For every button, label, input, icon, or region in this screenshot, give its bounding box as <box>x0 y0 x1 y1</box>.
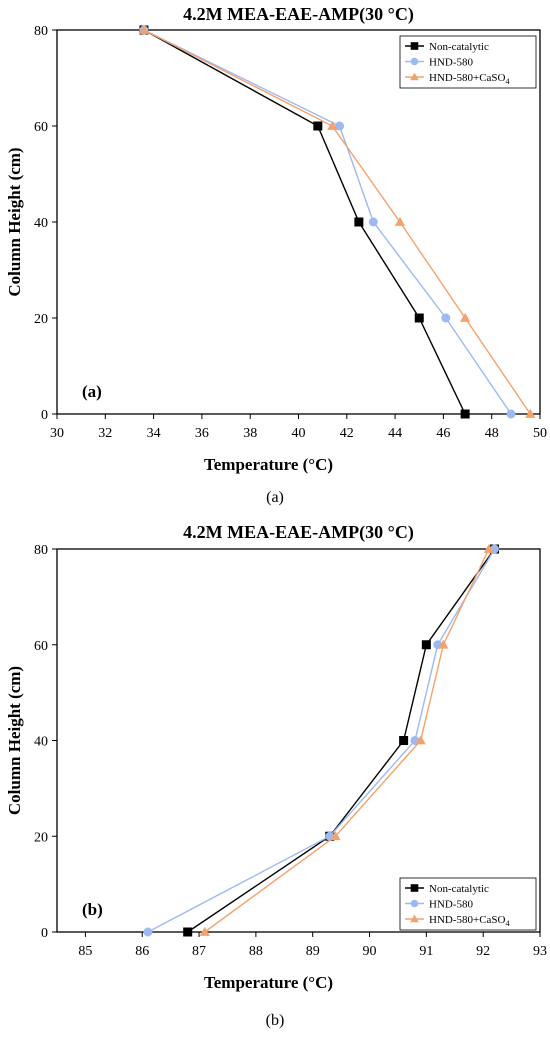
x-tick-label: 85 <box>78 944 92 959</box>
legend-label: HND-580 <box>429 899 473 911</box>
chart-title: 4.2M MEA-EAE-AMP(30 °C) <box>183 522 414 543</box>
x-tick-label: 46 <box>436 426 450 441</box>
x-tick-label: 38 <box>243 426 257 441</box>
x-tick-label: 44 <box>388 426 402 441</box>
x-tick-label: 91 <box>419 944 433 959</box>
x-tick-label: 50 <box>533 426 547 441</box>
legend-marker <box>411 884 419 892</box>
panel-label: (b) <box>82 900 103 919</box>
data-point <box>369 218 378 227</box>
figure-caption: (b) <box>266 1012 285 1029</box>
x-tick-label: 88 <box>249 944 263 959</box>
y-axis-label: Column Height (cm) <box>5 666 24 815</box>
chart-panel-b: 4.2M MEA-EAE-AMP(30 °C) 85 86 87 88 89 90 91 92 9… <box>5 522 547 992</box>
x-tick-label: 90 <box>363 944 377 959</box>
y-tick-label: 80 <box>34 24 48 39</box>
x-tick-label: 40 <box>292 426 306 441</box>
legend-marker <box>411 58 419 66</box>
panel-label: (a) <box>82 382 102 401</box>
data-point <box>461 410 470 419</box>
chart-panel-a: 4.2M MEA-EAE-AMP(30 °C) 30 32 34 36 38 40 42 44 4… <box>5 4 547 474</box>
legend-marker <box>411 42 419 50</box>
legend-label: Non-catalytic <box>429 883 489 895</box>
x-tick-label: 30 <box>50 426 64 441</box>
y-tick-label: 40 <box>34 735 48 750</box>
y-tick-label: 60 <box>34 120 48 135</box>
legend: Non-catalytic HND-580 HND-580+CaSO4 <box>400 878 536 930</box>
plot-frame <box>57 549 540 932</box>
data-point <box>183 928 192 937</box>
y-tick-label: 20 <box>34 312 48 327</box>
legend-label: HND-580+CaSO4 <box>429 914 509 928</box>
y-tick-label: 0 <box>41 408 48 423</box>
x-tick-label: 36 <box>195 426 209 441</box>
data-point <box>441 314 450 323</box>
y-tick-label: 40 <box>34 216 48 231</box>
series-line <box>188 549 495 932</box>
legend-label: HND-580 <box>429 57 473 69</box>
data-point <box>399 736 408 745</box>
y-tick-label: 60 <box>34 639 48 654</box>
x-tick-label: 87 <box>192 944 206 959</box>
series-line <box>205 549 489 932</box>
figure-caption: (a) <box>266 489 284 506</box>
data-point <box>415 314 424 323</box>
y-tick-label: 20 <box>34 830 48 845</box>
x-tick-label: 34 <box>147 426 161 441</box>
y-axis-label: Column Height (cm) <box>5 147 24 296</box>
x-tick-label: 48 <box>485 426 499 441</box>
legend-label: Non-catalytic <box>429 41 489 53</box>
legend: Non-catalytic HND-580 HND-580+CaSO4 <box>400 36 536 88</box>
x-axis-label: Temperature (°C) <box>204 455 333 474</box>
x-tick-label: 42 <box>340 426 354 441</box>
y-tick-label: 0 <box>41 926 48 941</box>
x-tick-label: 32 <box>98 426 112 441</box>
x-tick-label: 86 <box>135 944 149 959</box>
x-tick-label: 92 <box>476 944 490 959</box>
x-axis-label: Temperature (°C) <box>204 973 333 992</box>
data-point <box>313 122 322 131</box>
x-tick-label: 89 <box>306 944 320 959</box>
chart-title: 4.2M MEA-EAE-AMP(30 °C) <box>183 4 414 25</box>
data-point <box>460 313 470 322</box>
y-tick-label: 80 <box>34 543 48 558</box>
legend-label: HND-580+CaSO4 <box>429 72 509 86</box>
data-point <box>354 218 363 227</box>
legend-marker <box>411 900 419 908</box>
series-line <box>148 549 495 932</box>
data-point <box>395 217 405 226</box>
data-point <box>143 928 152 937</box>
data-point <box>422 640 431 649</box>
data-point <box>507 410 516 419</box>
x-tick-label: 93 <box>533 944 547 959</box>
